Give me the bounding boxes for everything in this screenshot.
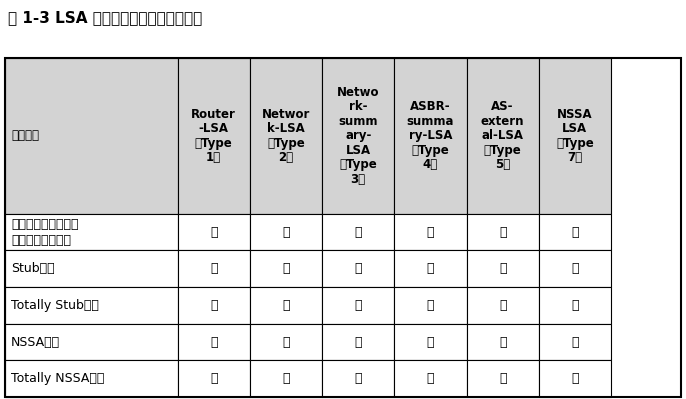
Bar	[5, 360, 178, 397]
Text: 否: 否	[499, 299, 506, 312]
Text: Totally Stub区域: Totally Stub区域	[11, 299, 99, 312]
Text: NSSA区域: NSSA区域	[11, 336, 60, 349]
Text: Stub区域: Stub区域	[11, 262, 55, 275]
Bar	[250, 251, 322, 287]
Bar	[322, 324, 394, 360]
Text: 是: 是	[282, 226, 289, 239]
Text: 否: 否	[499, 372, 506, 385]
Bar	[466, 58, 539, 214]
Text: 表 1-3 LSA 在各区域中传播的支持情况: 表 1-3 LSA 在各区域中传播的支持情况	[8, 10, 202, 25]
Bar	[466, 214, 539, 251]
Bar	[394, 360, 466, 397]
Bar	[394, 287, 466, 324]
Bar	[250, 287, 322, 324]
Text: 否: 否	[571, 299, 578, 312]
Text: 是: 是	[571, 336, 578, 349]
Bar	[322, 58, 394, 214]
Text: ASBR-
summa
ry-LSA
（Type
4）: ASBR- summa ry-LSA （Type 4）	[407, 101, 454, 171]
Bar	[466, 324, 539, 360]
Bar	[539, 360, 611, 397]
Bar	[539, 251, 611, 287]
Bar	[539, 287, 611, 324]
Text: 否: 否	[571, 262, 578, 275]
Bar	[5, 58, 178, 214]
Text: 是: 是	[210, 262, 217, 275]
Text: Totally NSSA区域: Totally NSSA区域	[11, 372, 104, 385]
Bar	[178, 324, 250, 360]
Bar	[250, 324, 322, 360]
Text: 否: 否	[355, 299, 362, 312]
Bar	[539, 214, 611, 251]
Bar	[539, 324, 611, 360]
Bar	[466, 287, 539, 324]
Bar	[322, 287, 394, 324]
Bar	[250, 360, 322, 397]
Text: 否: 否	[427, 336, 434, 349]
Text: 是: 是	[571, 372, 578, 385]
Bar	[5, 214, 178, 251]
Text: 是: 是	[427, 226, 434, 239]
Text: 否: 否	[427, 372, 434, 385]
Bar	[5, 58, 681, 397]
Text: 是: 是	[499, 226, 506, 239]
Bar	[178, 58, 250, 214]
Text: 是: 是	[210, 372, 217, 385]
Text: 是: 是	[210, 299, 217, 312]
Text: 是: 是	[282, 299, 289, 312]
Text: 是: 是	[210, 226, 217, 239]
Bar	[250, 214, 322, 251]
Text: 是: 是	[355, 262, 362, 275]
Bar	[5, 287, 178, 324]
Bar	[5, 251, 178, 287]
Text: 是: 是	[355, 226, 362, 239]
Bar	[178, 287, 250, 324]
Bar	[178, 360, 250, 397]
Text: AS-
extern
al-LSA
（Type
5）: AS- extern al-LSA （Type 5）	[481, 101, 524, 171]
Text: 否: 否	[355, 372, 362, 385]
Text: 否: 否	[499, 262, 506, 275]
Text: 是: 是	[282, 262, 289, 275]
Text: 普通区域（包括标准
区域和骨干区域）: 普通区域（包括标准 区域和骨干区域）	[11, 218, 78, 247]
Bar	[322, 214, 394, 251]
Bar	[394, 324, 466, 360]
Text: 是: 是	[355, 336, 362, 349]
Bar	[466, 251, 539, 287]
Bar	[5, 324, 178, 360]
Text: 否: 否	[427, 262, 434, 275]
Text: 是: 是	[282, 372, 289, 385]
Text: 是: 是	[282, 336, 289, 349]
Bar	[322, 360, 394, 397]
Text: Router
-LSA
（Type
1）: Router -LSA （Type 1）	[191, 108, 236, 164]
Bar	[250, 58, 322, 214]
Text: 否: 否	[571, 226, 578, 239]
Text: 否: 否	[427, 299, 434, 312]
Bar	[394, 214, 466, 251]
Bar	[322, 251, 394, 287]
Text: NSSA
LSA
（Type
7）: NSSA LSA （Type 7）	[556, 108, 594, 164]
Bar	[539, 58, 611, 214]
Text: 否: 否	[499, 336, 506, 349]
Text: 区域类型: 区域类型	[11, 129, 39, 142]
Bar	[466, 360, 539, 397]
Bar	[178, 214, 250, 251]
Bar	[394, 58, 466, 214]
Text: Netwo
rk-
summ
ary-
LSA
（Type
3）: Netwo rk- summ ary- LSA （Type 3）	[337, 86, 379, 186]
Text: 是: 是	[210, 336, 217, 349]
Bar	[178, 251, 250, 287]
Text: Networ
k-LSA
（Type
2）: Networ k-LSA （Type 2）	[262, 108, 310, 164]
Bar	[394, 251, 466, 287]
